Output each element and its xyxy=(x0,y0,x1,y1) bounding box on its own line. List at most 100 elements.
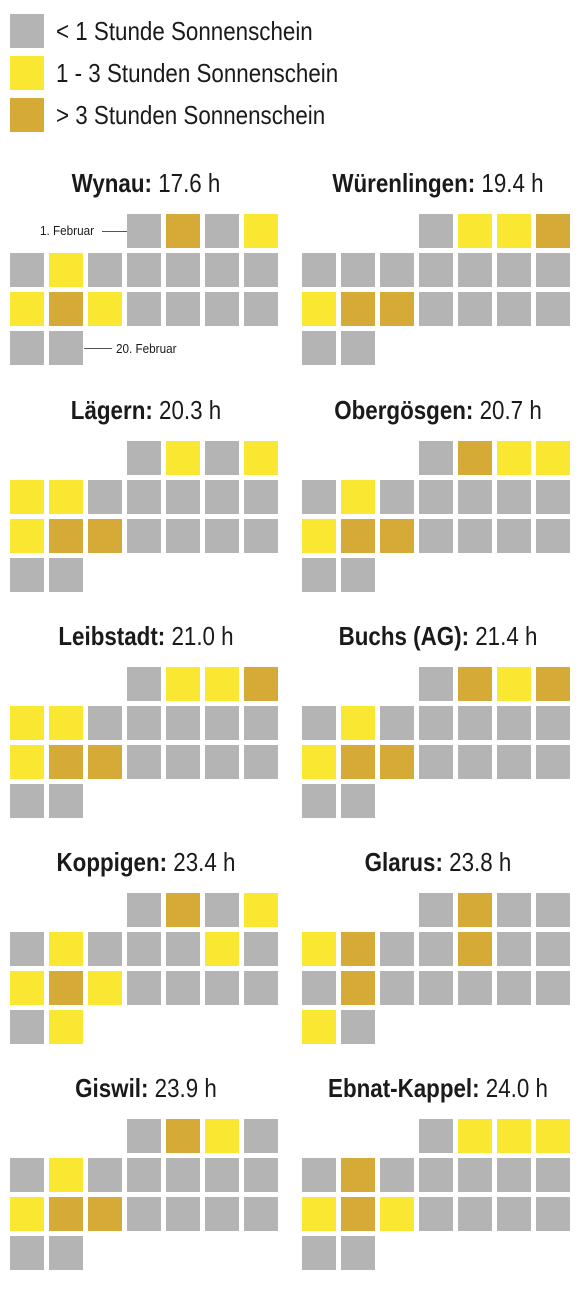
day-cell xyxy=(10,519,44,553)
station-title: Buchs (AG): 21.4 h xyxy=(321,621,555,651)
day-cell xyxy=(341,932,375,966)
day-cell xyxy=(497,893,531,927)
station-name: Obergösgen: xyxy=(334,395,474,425)
day-cell xyxy=(244,971,278,1005)
day-cell xyxy=(49,1197,83,1231)
day-cell xyxy=(380,519,414,553)
day-cell xyxy=(380,706,414,740)
annotation-start-label: 1. Februar xyxy=(40,223,94,238)
day-cell xyxy=(49,745,83,779)
station-title: Obergösgen: 20.7 h xyxy=(321,395,555,425)
day-cell xyxy=(166,971,200,1005)
day-cell xyxy=(497,932,531,966)
day-cell xyxy=(127,893,161,927)
day-cell xyxy=(49,784,83,818)
day-cell xyxy=(244,667,278,701)
station-panel: Ebnat-Kappel: 24.0 h xyxy=(302,1073,574,1283)
day-cell xyxy=(497,706,531,740)
legend-label: < 1 Stunde Sonnenschein xyxy=(56,16,313,46)
day-cell xyxy=(536,1158,570,1192)
day-cell xyxy=(205,480,239,514)
day-cell xyxy=(88,932,122,966)
legend-item: > 3 Stunden Sonnenschein xyxy=(10,98,430,132)
day-cell xyxy=(88,480,122,514)
day-cell xyxy=(10,331,44,365)
day-cell xyxy=(302,1236,336,1270)
day-cell xyxy=(127,667,161,701)
station-name: Ebnat-Kappel: xyxy=(328,1073,480,1103)
station-panel: Giswil: 23.9 h xyxy=(10,1073,282,1283)
day-cell xyxy=(127,932,161,966)
station-title: Glarus: 23.8 h xyxy=(321,847,555,877)
day-cell xyxy=(205,253,239,287)
day-cell xyxy=(419,1197,453,1231)
station-name: Leibstadt: xyxy=(58,621,166,651)
station-panel: Würenlingen: 19.4 h xyxy=(302,168,574,378)
day-cell xyxy=(536,480,570,514)
day-cell xyxy=(497,214,531,248)
day-cell xyxy=(536,441,570,475)
day-cell xyxy=(10,292,44,326)
day-cell xyxy=(536,214,570,248)
day-cell xyxy=(166,1197,200,1231)
day-cell xyxy=(127,745,161,779)
station-title: Ebnat-Kappel: 24.0 h xyxy=(321,1073,555,1103)
annotation-start-line xyxy=(102,231,127,232)
day-cell xyxy=(49,253,83,287)
day-cell xyxy=(166,667,200,701)
day-cell xyxy=(458,292,492,326)
day-cell xyxy=(536,971,570,1005)
day-cell xyxy=(458,971,492,1005)
day-cell xyxy=(419,1158,453,1192)
day-cell xyxy=(49,1158,83,1192)
day-cell xyxy=(341,253,375,287)
day-cell xyxy=(419,214,453,248)
day-cell xyxy=(205,706,239,740)
day-cell xyxy=(127,1197,161,1231)
day-cell xyxy=(302,971,336,1005)
day-cell xyxy=(166,932,200,966)
day-cell xyxy=(302,331,336,365)
station-panel: Leibstadt: 21.0 h xyxy=(10,621,282,831)
legend-label: > 3 Stunden Sonnenschein xyxy=(56,100,326,130)
day-cell xyxy=(419,292,453,326)
day-cell xyxy=(341,1197,375,1231)
station-title: Würenlingen: 19.4 h xyxy=(321,168,555,198)
day-cell xyxy=(127,971,161,1005)
day-cell xyxy=(166,893,200,927)
day-cell xyxy=(341,558,375,592)
day-cell xyxy=(302,1197,336,1231)
day-cell xyxy=(380,932,414,966)
station-panel: Glarus: 23.8 h xyxy=(302,847,574,1057)
station-title: Leibstadt: 21.0 h xyxy=(29,621,263,651)
day-cell xyxy=(10,480,44,514)
day-cell xyxy=(244,932,278,966)
station-value: 21.0 h xyxy=(165,621,234,651)
day-cell xyxy=(205,1119,239,1153)
day-cell xyxy=(380,1158,414,1192)
legend-item: < 1 Stunde Sonnenschein xyxy=(10,14,430,48)
day-cell xyxy=(419,745,453,779)
day-cell xyxy=(302,480,336,514)
station-value: 20.7 h xyxy=(473,395,542,425)
day-cell xyxy=(166,1119,200,1153)
day-cell xyxy=(536,745,570,779)
day-cell xyxy=(497,441,531,475)
day-cell xyxy=(380,745,414,779)
day-cell xyxy=(536,1119,570,1153)
day-cell xyxy=(49,1236,83,1270)
day-cell xyxy=(380,292,414,326)
day-cell xyxy=(244,253,278,287)
day-cell xyxy=(458,706,492,740)
day-cell xyxy=(458,480,492,514)
day-cell xyxy=(419,667,453,701)
day-cell xyxy=(88,971,122,1005)
day-cell xyxy=(341,784,375,818)
day-cell xyxy=(166,480,200,514)
day-cell xyxy=(244,893,278,927)
day-cell xyxy=(380,1197,414,1231)
day-cell xyxy=(497,971,531,1005)
day-cell xyxy=(419,1119,453,1153)
station-panel: Buchs (AG): 21.4 h xyxy=(302,621,574,831)
day-cell xyxy=(10,932,44,966)
